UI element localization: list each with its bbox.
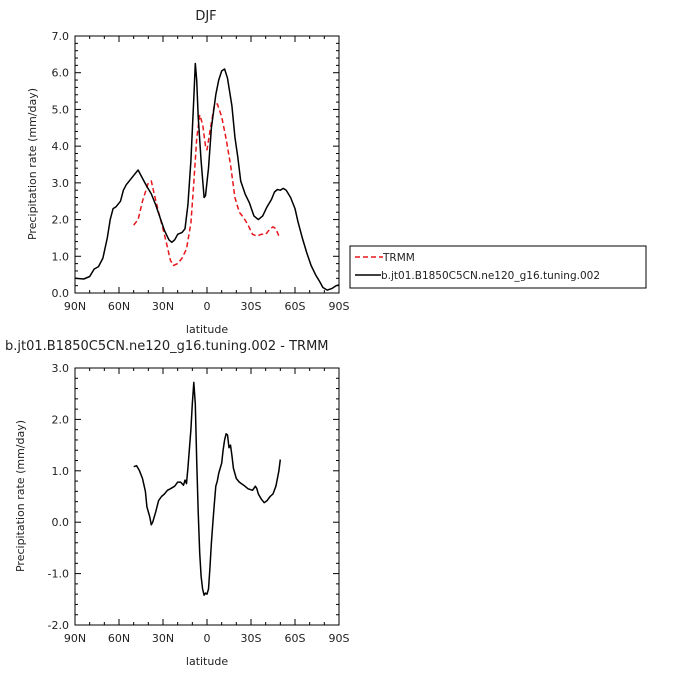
top-y-tick-label: 6.0 (52, 67, 70, 80)
bottom-x-tick-label: 30S (241, 632, 262, 645)
bottom-y-tick-label: -2.0 (48, 619, 69, 632)
bottom-x-axis-label: latitude (186, 655, 228, 668)
top-x-tick-label: 60N (108, 300, 130, 313)
bottom-y-tick-label: 3.0 (52, 362, 70, 375)
top-x-tick-label: 60S (285, 300, 306, 313)
legend-label-trmm: TRMM (382, 252, 415, 264)
bottom-x-tick-label: 0 (204, 632, 211, 645)
legend-label-model: b.jt01.B1850C5CN.ne120_g16.tuning.002 (381, 270, 600, 282)
bottom-series-line-difference (133, 381, 282, 596)
legend-box (349, 245, 647, 289)
bottom-y-tick-label: 1.0 (52, 465, 70, 478)
top-y-axis-label: Precipitation rate (mm/day) (26, 88, 39, 240)
bottom-x-tick-label: 90N (64, 632, 86, 645)
top-x-tick-label: 30N (152, 300, 174, 313)
top-series-line-trmm (133, 103, 280, 267)
top-x-tick-label: 90N (64, 300, 86, 313)
top-x-tick-label: 0 (204, 300, 211, 313)
bottom-panel: b.jt01.B1850C5CN.ne120_g16.tuning.002 - … (5, 339, 350, 668)
top-panel: DJF 90N 60N 30N 0 30S 60S 90S 0.0 1.0 2.0 3.0 4.0 5.… (26, 9, 350, 336)
bottom-x-tick-label: 90S (329, 632, 350, 645)
bottom-x-tick-label: 60N (108, 632, 130, 645)
legend: TRMM b.jt01.B1850C5CN.ne120_g16.tuning.0… (349, 245, 647, 289)
top-y-tick-label: 7.0 (52, 30, 70, 43)
top-y-tick-label: 3.0 (52, 177, 70, 190)
top-chart-title: DJF (195, 9, 216, 24)
top-y-tick-label: 4.0 (52, 140, 70, 153)
bottom-x-tick-label: 60S (285, 632, 306, 645)
top-x-tick-label: 90S (329, 300, 350, 313)
bottom-y-tick-label: -1.0 (48, 568, 69, 581)
top-x-tick-label: 30S (241, 300, 262, 313)
top-plot-frame (74, 35, 340, 294)
bottom-x-tick-label: 30N (152, 632, 174, 645)
bottom-plot-frame (74, 367, 340, 626)
top-y-tick-label: 1.0 (52, 250, 70, 263)
bottom-y-axis-label: Precipitation rate (mm/day) (14, 420, 27, 572)
bottom-y-tick-label: 0.0 (52, 516, 70, 529)
bottom-chart-title: b.jt01.B1850C5CN.ne120_g16.tuning.002 - … (5, 339, 329, 354)
bottom-y-tick-label: 2.0 (52, 413, 70, 426)
top-y-tick-label: 2.0 (52, 214, 70, 227)
top-y-tick-label: 5.0 (52, 103, 70, 116)
top-y-tick-label: 0.0 (52, 287, 70, 300)
top-x-axis-label: latitude (186, 323, 228, 336)
top-series-line-model (74, 62, 340, 291)
